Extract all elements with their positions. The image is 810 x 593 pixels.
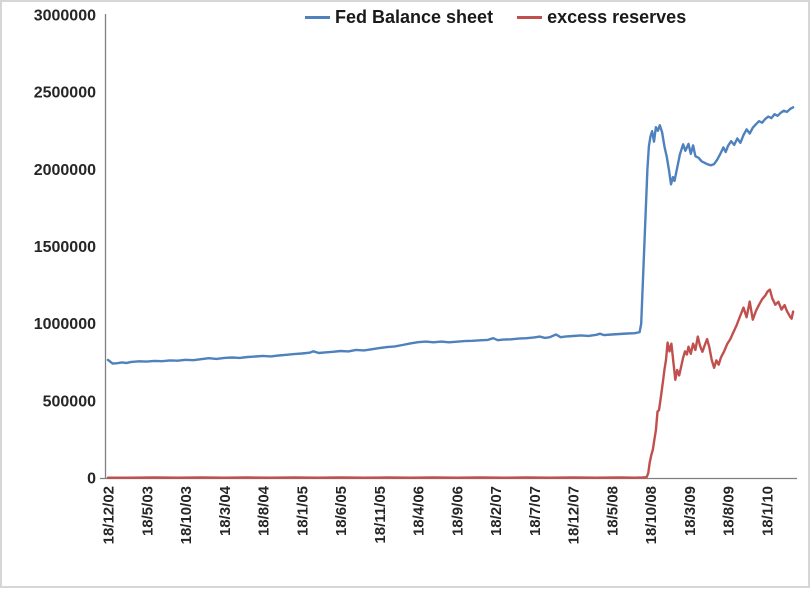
legend-label: excess reserves — [547, 7, 687, 27]
x-tick-label: 18/12/07 — [566, 486, 583, 544]
x-tick-label: 18/10/08 — [643, 486, 660, 544]
x-tick-label: 18/8/09 — [721, 486, 738, 536]
x-tick-label: 18/10/03 — [178, 486, 195, 544]
legend: Fed Balance sheet excess reserves — [305, 7, 686, 28]
x-tick-label: 18/7/07 — [527, 486, 544, 536]
x-tick-label: 18/3/09 — [682, 486, 699, 536]
x-tick-label: 18/8/04 — [256, 485, 273, 536]
series-line-excess-reserves — [106, 288, 795, 479]
x-tick-label: 18/5/03 — [139, 486, 156, 536]
y-tick-label: 2000000 — [34, 162, 96, 179]
x-tick-label: 18/4/06 — [411, 486, 428, 536]
legend-item-fed-balance-sheet: Fed Balance sheet — [305, 7, 493, 28]
y-tick-label: 1000000 — [34, 316, 96, 333]
y-tick-label: 1500000 — [34, 239, 96, 256]
x-tick-label: 18/6/05 — [333, 486, 350, 536]
x-tick-label: 18/3/04 — [217, 485, 234, 536]
x-tick-label: 18/12/02 — [101, 486, 118, 544]
y-tick-label: 0 — [87, 471, 96, 488]
x-tick-label: 18/1/10 — [759, 486, 776, 536]
x-tick-label: 18/1/05 — [294, 486, 311, 536]
series-line-fed-balance-sheet — [106, 106, 795, 365]
y-tick-label: 500000 — [43, 393, 96, 410]
x-tick-label: 18/9/06 — [449, 486, 466, 536]
x-tick-label: 18/11/05 — [372, 486, 389, 544]
legend-label: Fed Balance sheet — [335, 7, 494, 27]
legend-item-excess-reserves: excess reserves — [517, 7, 686, 28]
legend-line-swatch-blue — [305, 16, 330, 19]
x-tick-label: 18/5/08 — [604, 486, 621, 536]
x-tick-label: 18/2/07 — [488, 486, 505, 536]
legend-line-swatch-red — [517, 16, 543, 19]
y-tick-label: 3000000 — [34, 8, 96, 25]
y-tick-label: 2500000 — [34, 85, 96, 102]
